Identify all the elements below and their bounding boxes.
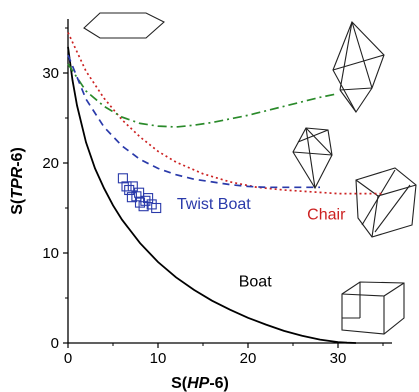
scatter-point bbox=[126, 192, 137, 203]
scatter-point bbox=[121, 181, 132, 192]
boat-polyhedron-icon bbox=[341, 281, 405, 335]
scatter-point bbox=[117, 173, 128, 184]
x-axis-label: S(HP-6) bbox=[171, 375, 229, 392]
annotations: Boat Twist Boat Chair bbox=[177, 196, 346, 290]
scatter-point bbox=[143, 193, 154, 204]
chair-polyhedron-icon bbox=[355, 167, 417, 238]
series-lines bbox=[67, 32, 383, 344]
x-tick-label: 30 bbox=[330, 350, 347, 367]
x-tick-label: 10 bbox=[150, 350, 167, 367]
trigonal-prism-icon bbox=[332, 21, 385, 114]
series-line-boat bbox=[67, 46, 357, 344]
y-tick-label: 0 bbox=[51, 335, 59, 352]
x-tick-label: 20 bbox=[240, 350, 257, 367]
series-line-chair bbox=[67, 32, 383, 195]
axes: 0 10 20 30 0 10 20 30 S(HP-6) S(TPR-6) bbox=[9, 19, 392, 392]
hexagon-shape-icon bbox=[83, 12, 165, 39]
polyhedra-illustrations bbox=[83, 12, 417, 335]
y-tick-label: 20 bbox=[42, 155, 59, 172]
y-tick-label: 10 bbox=[42, 245, 59, 262]
annotation-twist-boat: Twist Boat bbox=[177, 196, 251, 213]
y-tick-label: 30 bbox=[42, 65, 59, 82]
scatter-point bbox=[127, 181, 138, 192]
x-tick-label: 0 bbox=[64, 350, 72, 367]
scatter-point bbox=[140, 195, 151, 206]
annotation-boat: Boat bbox=[239, 273, 272, 290]
twist-boat-polyhedron-icon bbox=[292, 127, 333, 190]
scatter-point bbox=[151, 202, 162, 214]
series-line-unlabeled-2 bbox=[67, 63, 339, 128]
scatter-markers bbox=[117, 173, 162, 214]
scatter-point bbox=[124, 184, 135, 196]
series-line-twist-boat bbox=[67, 54, 320, 189]
annotation-chair: Chair bbox=[307, 207, 346, 224]
y-axis-label: S(TPR-6) bbox=[9, 147, 26, 215]
